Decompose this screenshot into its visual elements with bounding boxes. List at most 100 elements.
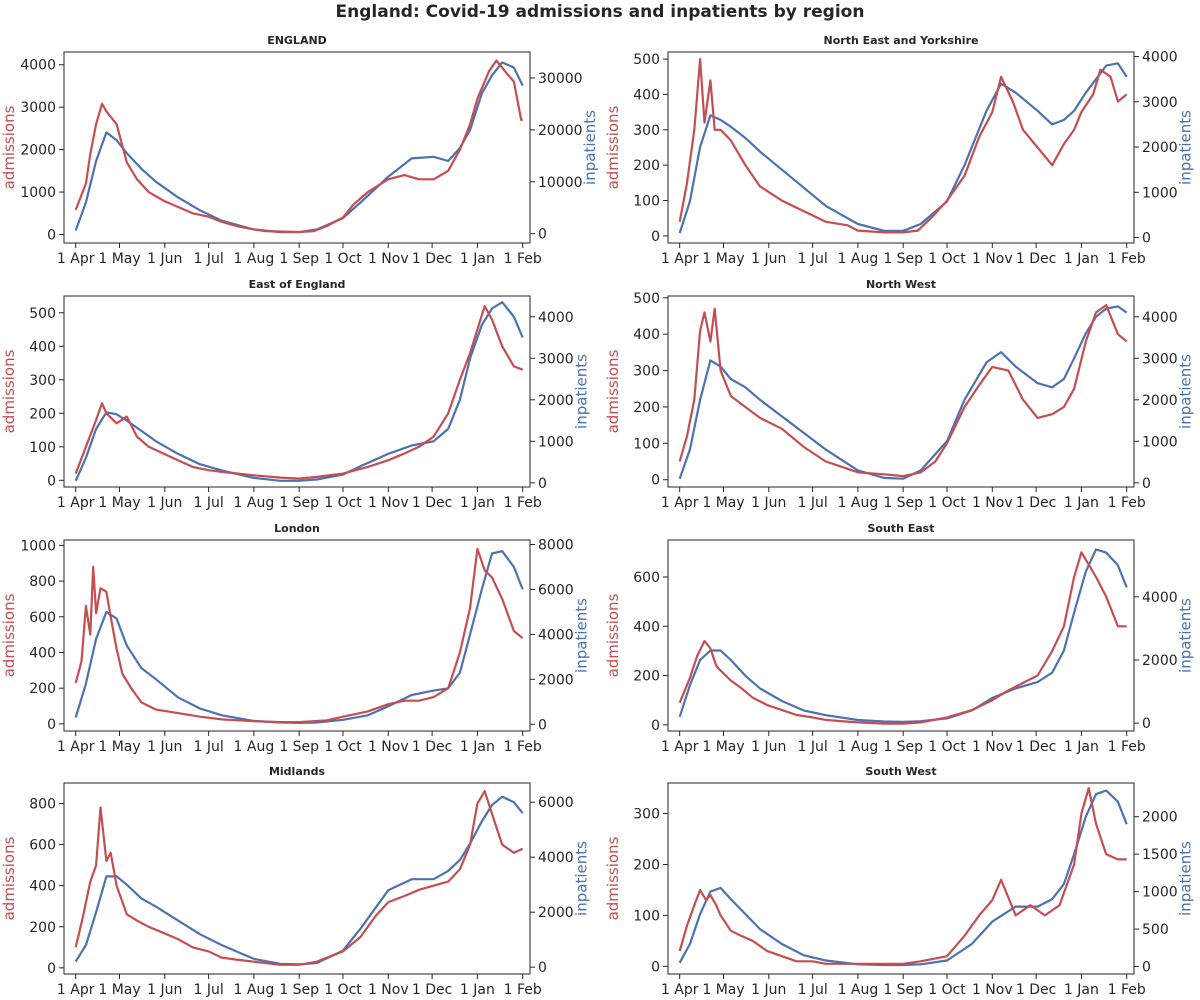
y-left-tick-label: 300 [633,807,660,823]
admissions-line [74,790,524,966]
panel-north-east-and-yorkshire: North East and Yorkshire 1 Apr 1 May 1 Jun 1… [604,34,1194,267]
inpatients-line [678,62,1128,234]
y-left-label: admissions [0,349,18,433]
x-tick-label: 1 Jul [193,982,223,998]
inpatients-line [74,795,524,966]
x-tick-label: 1 Sep [883,982,923,998]
y-left-tick-label: 600 [29,610,56,626]
admissions-line [74,305,524,480]
x-tick-label: 1 Apr [661,739,699,755]
y-right-tick-label: 3000 [538,351,574,367]
y-right-tick-label: 1500 [1142,847,1178,863]
y-left-tick-label: 300 [633,123,660,139]
x-tick-label: 1 Apr [661,982,699,998]
x-tick-label: 1 Jun [751,495,786,511]
x-tick-label: 1 Jan [1064,739,1099,755]
x-tick-label: 1 Jul [797,251,827,267]
x-tick-label: 1 Jul [797,739,827,755]
y-left-tick-label: 0 [47,717,56,733]
x-tick-label: 1 Feb [1108,739,1146,755]
x-tick-label: 1 May [98,495,140,511]
x-tick-label: 1 Jun [147,982,182,998]
admissions-line [678,57,1128,234]
y-left-tick-label: 200 [29,406,56,422]
plot-frame [63,51,531,244]
x-tick-label: 1 Nov [972,495,1013,511]
x-tick-label: 1 Feb [1108,251,1146,267]
x-tick-label: 1 Apr [57,739,95,755]
x-tick-label: 1 Aug [234,251,275,267]
y-right-tick-label: 4000 [1142,590,1178,606]
x-tick-label: 1 Feb [1108,495,1146,511]
y-right-tick-label: 2000 [538,905,574,921]
panel-title: ENGLAND [267,34,327,47]
x-tick-label: 1 Jan [460,739,495,755]
y-right-label: inpatients [572,598,590,673]
plot-frame [63,539,531,732]
y-right-tick-label: 2000 [1142,140,1178,156]
y-left-tick-label: 200 [29,681,56,697]
y-right-tick-label: 20000 [538,123,583,139]
y-right-tick-label: 3000 [1142,95,1178,111]
x-tick-label: 1 Sep [279,739,319,755]
x-tick-label: 1 Aug [234,495,275,511]
y-right-tick-label: 4000 [1142,50,1178,66]
plot-frame [667,782,1135,975]
y-left-tick-label: 2000 [20,143,56,159]
y-left-tick-label: 200 [633,857,660,873]
plot-frame [63,295,531,488]
x-tick-label: 1 May [702,739,744,755]
y-right-tick-label: 0 [538,717,547,733]
x-tick-label: 1 Dec [412,495,452,511]
x-tick-label: 1 Jan [1064,982,1099,998]
x-tick-label: 1 Jun [751,982,786,998]
x-tick-label: 1 Dec [412,739,452,755]
x-tick-label: 1 Nov [368,495,409,511]
y-left-label: admissions [0,593,18,677]
y-left-tick-label: 400 [633,619,660,635]
x-tick-label: 1 May [702,495,744,511]
x-tick-label: 1 Jan [1064,251,1099,267]
y-left-label: admissions [0,105,18,189]
y-right-tick-label: 10000 [538,175,583,191]
y-left-label: admissions [604,836,622,920]
x-tick-label: 1 Sep [279,982,319,998]
panel-north-west: North West 1 Apr 1 May 1 Jun 1 Jul 1 Aug 1 Sep… [604,278,1194,511]
panel-east-of-england: East of England 1 Apr 1 May 1 Jun 1 Jul 1 Aug… [0,278,590,511]
y-left-tick-label: 400 [29,879,56,895]
x-tick-label: 1 Nov [972,251,1013,267]
x-tick-label: 1 Nov [368,739,409,755]
x-tick-label: 1 May [98,982,140,998]
y-left-tick-label: 1000 [20,538,56,554]
y-right-label: inpatients [581,110,599,185]
y-right-tick-label: 4000 [538,310,574,326]
x-tick-label: 1 Dec [1016,739,1056,755]
x-tick-label: 1 May [98,739,140,755]
y-left-tick-label: 100 [633,436,660,452]
x-tick-label: 1 Sep [279,495,319,511]
y-left-tick-label: 0 [47,961,56,977]
x-tick-label: 1 Jun [147,251,182,267]
x-tick-label: 1 Jun [751,739,786,755]
x-tick-label: 1 Nov [972,982,1013,998]
x-tick-label: 1 Aug [234,982,275,998]
inpatients-line [678,789,1128,967]
panel-south-east: South East 1 Apr 1 May 1 Jun 1 Jul 1 Aug 1 Sep… [604,522,1194,755]
panel-south-west: South West 1 Apr 1 May 1 Jun 1 Jul 1 Aug 1 Sep… [604,765,1194,998]
y-right-tick-label: 0 [538,960,547,976]
y-left-tick-label: 300 [29,373,56,389]
x-tick-label: 1 Jan [460,495,495,511]
y-left-tick-label: 400 [29,339,56,355]
x-tick-label: 1 Aug [838,251,879,267]
y-right-tick-label: 6000 [538,582,574,598]
y-right-label: inpatients [1176,598,1194,673]
x-tick-label: 1 Jun [147,739,182,755]
y-right-tick-label: 2000 [1142,653,1178,669]
plot-frame [63,782,531,975]
y-right-tick-label: 0 [538,227,547,243]
y-right-tick-label: 4000 [538,850,574,866]
admissions-line [678,304,1128,478]
inpatients-line [678,548,1128,723]
y-right-tick-label: 2000 [538,672,574,688]
y-left-label: admissions [604,105,622,189]
